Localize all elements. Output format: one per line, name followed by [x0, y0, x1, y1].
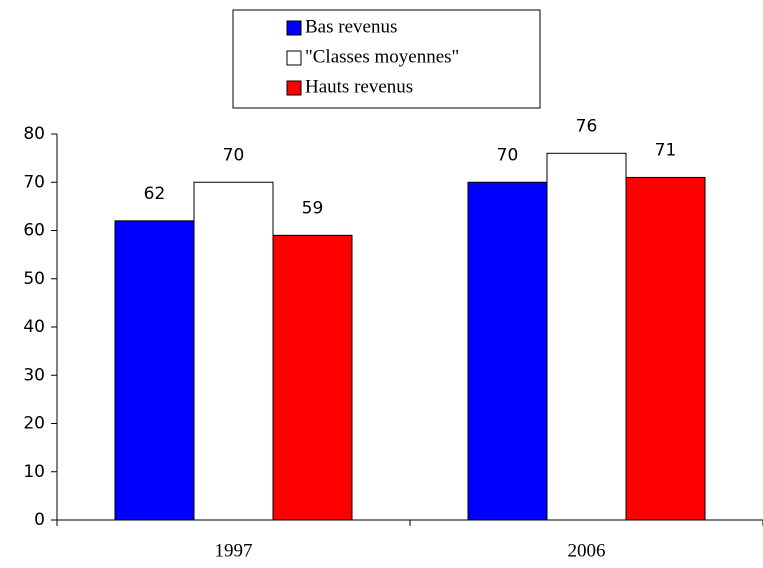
x-tick-label: 1997: [215, 540, 253, 561]
y-tick-label: 60: [23, 221, 45, 241]
bar: [546, 152, 627, 521]
y-tick-label: 20: [23, 414, 45, 434]
y-tick-label: 10: [23, 462, 45, 482]
data-label: 62: [144, 184, 166, 204]
x-tick-label: 2006: [568, 540, 606, 561]
y-tick-label: 0: [34, 510, 45, 530]
legend-label: "Classes moyennes": [305, 46, 459, 67]
bar: [193, 181, 274, 521]
bar: [625, 176, 706, 521]
y-tick-label: 40: [23, 317, 45, 337]
legend-label: Hauts revenus: [305, 76, 413, 97]
data-label: 71: [655, 140, 677, 160]
bar: [114, 220, 195, 521]
y-tick-label: 70: [23, 172, 45, 192]
bar: [467, 181, 548, 521]
data-label: 70: [497, 145, 519, 165]
data-label: 70: [223, 145, 245, 165]
bar: [272, 234, 353, 521]
y-tick-label: 30: [23, 365, 45, 385]
y-tick-label: 80: [23, 124, 45, 144]
legend-box: [232, 9, 541, 109]
legend-label: Bas revenus: [305, 16, 397, 37]
legend-swatch: [286, 80, 302, 96]
legend-swatch: [286, 50, 302, 66]
legend-swatch: [286, 20, 302, 36]
data-label: 59: [302, 198, 324, 218]
data-label: 76: [576, 116, 598, 136]
y-tick-label: 50: [23, 269, 45, 289]
